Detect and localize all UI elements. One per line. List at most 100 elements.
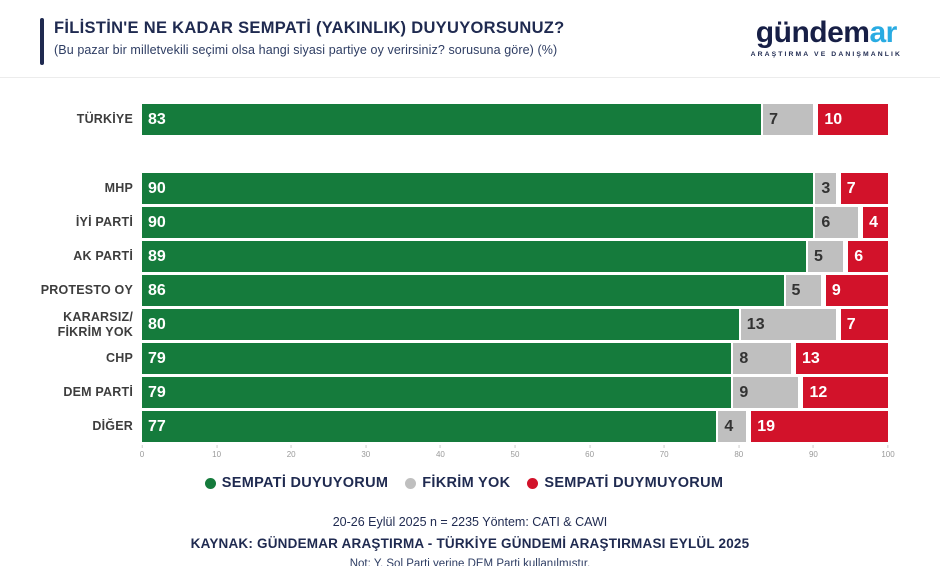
- axis-tick: 30: [361, 445, 370, 459]
- bar-value: 5: [813, 247, 823, 265]
- segment-no-sympathy: 13: [796, 343, 888, 374]
- axis-tick-mark: [812, 445, 814, 448]
- legend-item-segment-sympathy: SEMPATİ DUYUYORUM: [204, 475, 388, 491]
- axis-tick-label: 90: [808, 450, 818, 459]
- footer-source-line: KAYNAK: GÜNDEMAR ARAŞTIRMA - TÜRKİYE GÜN…: [190, 536, 750, 551]
- axis-tick-label: 80: [734, 450, 744, 459]
- segment-no-opinion: 5: [807, 241, 844, 272]
- bar-value: 90: [148, 213, 166, 231]
- segment-no-opinion: 7: [763, 104, 814, 135]
- bar-value: 6: [821, 213, 831, 231]
- stacked-bar: 90 6 4: [142, 207, 888, 238]
- bar-value: 83: [148, 110, 166, 128]
- segment-no-opinion: 9: [733, 377, 799, 408]
- segment-no-opinion: 6: [815, 207, 859, 238]
- segment-no-opinion: 8: [733, 343, 791, 374]
- segment-no-sympathy: 12: [803, 377, 888, 408]
- axis-tick-mark: [514, 445, 516, 448]
- axis-tick-label: 60: [585, 450, 595, 459]
- axis-tick-mark: [663, 445, 665, 448]
- axis-tick-mark: [365, 445, 367, 448]
- bar-value: 86: [148, 281, 166, 299]
- legend-dot: [405, 477, 417, 489]
- segment-sympathy: 86: [142, 275, 784, 306]
- axis-tick: 0: [140, 445, 144, 459]
- legend-dot: [204, 477, 216, 489]
- axis-tick: 100: [881, 445, 895, 459]
- segment-no-sympathy: 7: [840, 173, 888, 204]
- row-label: DEM PARTİ: [63, 385, 133, 400]
- stacked-bar: 89 5 6: [142, 241, 888, 272]
- row-label: CHP: [106, 351, 133, 366]
- bar-value: 77: [148, 417, 166, 435]
- axis-tick: 10: [212, 445, 221, 459]
- footer: 20-26 Eylül 2025 n = 2235 Yöntem: CATI &…: [0, 515, 940, 566]
- axis-tick: 50: [510, 445, 520, 459]
- title-accent-bar: [40, 18, 44, 65]
- row-label: AK PARTİ: [73, 249, 133, 264]
- logo-tagline: ARAŞTIRMA VE DANIŞMANLIK: [750, 51, 902, 58]
- page-subtitle: (Bu pazar bir milletvekili seçimi olsa h…: [54, 43, 558, 57]
- bar-row: İYİ PARTİ 90 6 4: [40, 207, 888, 238]
- bar-value: 89: [148, 247, 166, 265]
- bar-row: DİĞER 77 4 19: [40, 411, 888, 442]
- segment-no-sympathy: 4: [863, 207, 888, 238]
- bar-row: KARARSIZ/ FİKRİM YOK 80 13 7: [40, 309, 888, 340]
- axis-tick-label: 40: [435, 450, 445, 459]
- bar-value: 8: [739, 349, 749, 367]
- stacked-bar: 79 8 13: [142, 343, 888, 374]
- segment-sympathy: 80: [142, 309, 739, 340]
- bar-value: 4: [724, 417, 734, 435]
- bar-value: 4: [869, 213, 879, 231]
- gundemar-logo: gündemar ARAŞTIRMA VE DANIŞMANLIK: [750, 16, 902, 59]
- row-label: İYİ PARTİ: [75, 215, 133, 230]
- segment-no-opinion: 4: [718, 411, 747, 442]
- bar-value: 79: [148, 383, 166, 401]
- segment-sympathy: 77: [142, 411, 717, 442]
- axis-tick-mark: [290, 445, 292, 448]
- stacked-bar: 86 5 9: [142, 275, 888, 306]
- bar-value: 90: [148, 179, 166, 197]
- axis-tick-label: 30: [361, 450, 371, 459]
- header: FİLİSTİN'E NE KADAR SEMPATİ (YAKINLIK) D…: [0, 0, 940, 65]
- bar-row: MHP 90 3 7: [40, 173, 888, 204]
- axis-tick-label: 100: [881, 450, 895, 459]
- legend-label: SEMPATİ DUYMUYORUM: [544, 475, 724, 491]
- bar-row: CHP 79 8 13: [40, 343, 888, 374]
- footer-note-line: Not: Y. Sol Parti yerine DEM Parti kulla…: [349, 558, 591, 566]
- bar-value: 12: [809, 383, 828, 401]
- bar-value: 7: [769, 110, 779, 128]
- row-label: TÜRKİYE: [76, 112, 133, 127]
- axis-tick-label: 20: [286, 450, 296, 459]
- axis-tick: 70: [660, 445, 669, 459]
- segment-sympathy: 79: [142, 343, 732, 374]
- stacked-bar: 80 13 7: [142, 309, 888, 340]
- axis-tick-label: 10: [212, 450, 222, 459]
- axis-tick-mark: [216, 445, 218, 448]
- bar-row: TÜRKİYE 83 7 10: [40, 104, 888, 135]
- logo-wordmark-accent: ar: [869, 16, 897, 49]
- axis-tick: 20: [287, 445, 296, 459]
- segment-no-opinion: 5: [785, 275, 821, 306]
- stacked-bar-chart: TÜRKİYE 83 7 10 MHP 90 3 7 İYİ PARTİ 90 6 4 AK PARTİ…: [0, 78, 940, 491]
- segment-sympathy: 83: [142, 104, 762, 135]
- bar-value: 9: [831, 281, 841, 299]
- axis-tick-label: 50: [510, 450, 520, 459]
- chart-rows: TÜRKİYE 83 7 10 MHP 90 3 7 İYİ PARTİ 90 6 4 AK PARTİ…: [40, 104, 888, 442]
- title-block: FİLİSTİN'E NE KADAR SEMPATİ (YAKINLIK) D…: [40, 16, 565, 65]
- segment-no-sympathy: 7: [840, 309, 888, 340]
- bar-value: 13: [802, 349, 820, 367]
- legend: SEMPATİ DUYUYORUM FİKRİM YOK SEMPATİ DUYMU…: [40, 475, 888, 491]
- bar-value: 7: [846, 315, 856, 333]
- row-label: KARARSIZ/ FİKRİM YOK: [57, 310, 133, 339]
- page-title: FİLİSTİN'E NE KADAR SEMPATİ (YAKINLIK) D…: [54, 19, 565, 37]
- legend-item-segment-no-sympathy: SEMPATİ DUYMUYORUM: [527, 475, 723, 491]
- bar-value: 19: [757, 417, 776, 435]
- logo-wordmark-primary: gündem: [755, 16, 870, 49]
- segment-sympathy: 90: [142, 207, 814, 238]
- axis-tick: 80: [734, 445, 743, 459]
- row-label: DİĞER: [92, 419, 133, 434]
- bar-value: 3: [821, 179, 831, 197]
- bar-value: 79: [148, 349, 166, 367]
